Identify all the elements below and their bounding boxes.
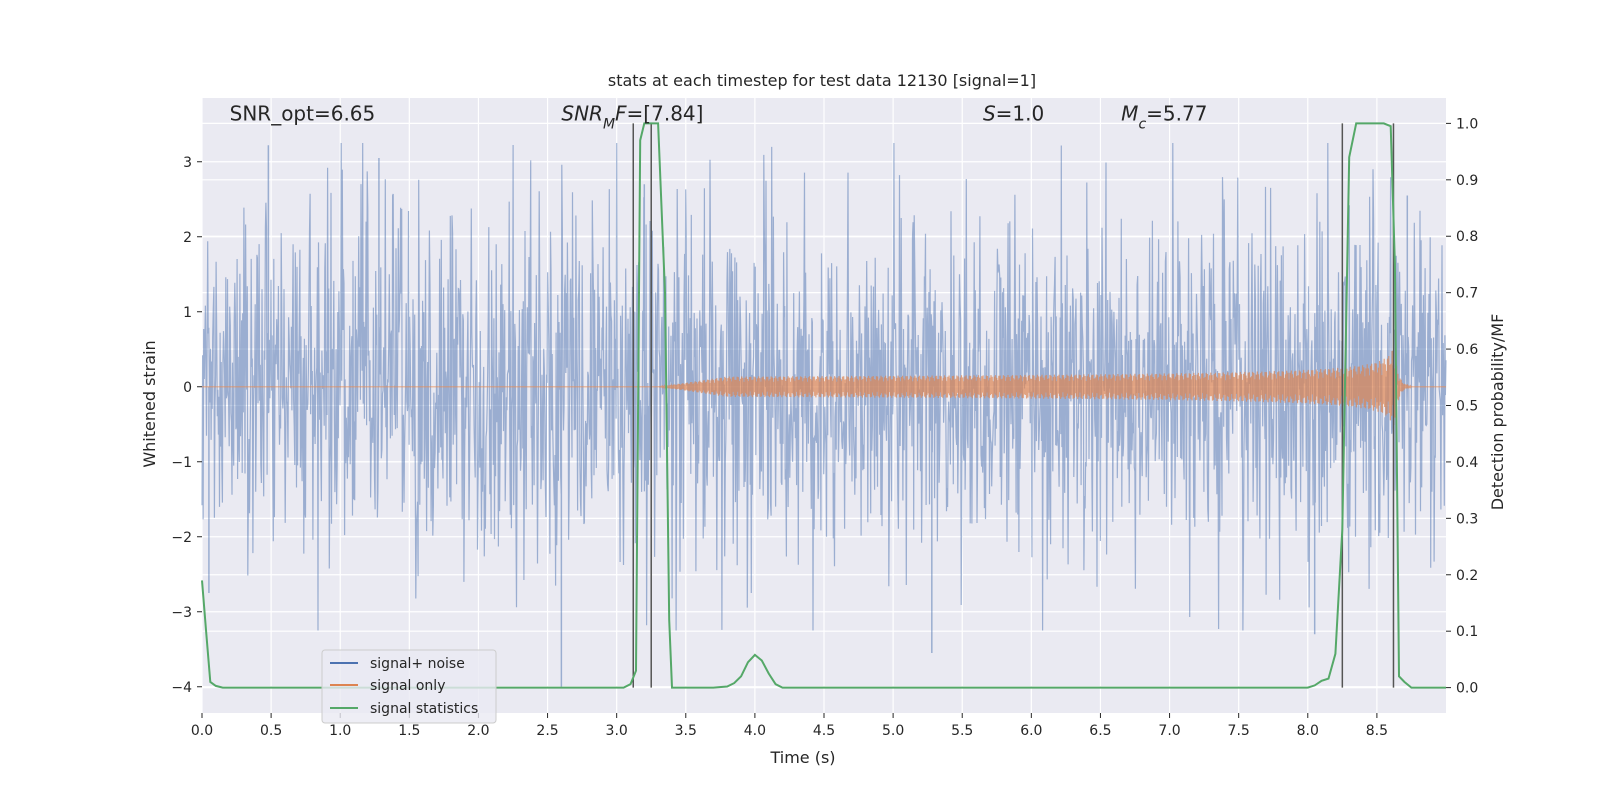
annotations: SNR_opt=6.65 SNRMF=[7.84] S=1.0 Mc=5.77 (230, 102, 1208, 133)
x-tick-label: 0.0 (191, 723, 213, 739)
y2-tick-label: 0.1 (1456, 624, 1478, 640)
annotation-1: SNRMF=[7.84] (561, 102, 703, 133)
chart-title: stats at each timestep for test data 121… (608, 71, 1036, 90)
annotation-0: SNR_opt=6.65 (230, 102, 376, 126)
y-tick-label: −2 (171, 530, 192, 546)
signal-noise-line (201, 142, 1447, 631)
y-tick-label: 0 (183, 380, 192, 396)
signal-only-line (202, 349, 1446, 426)
legend-label-signal-noise: signal+ noise (370, 656, 465, 672)
annotation-part: =1.0 (996, 102, 1045, 126)
legend: signal+ noise signal only signal statist… (321, 649, 497, 724)
x-tick-label: 1.5 (398, 723, 420, 739)
legend-label-signal-statistics: signal statistics (370, 701, 478, 717)
y2-tick-label: 0.0 (1456, 681, 1478, 697)
signal-only-series (202, 349, 1446, 426)
legend-label-signal-only: signal only (370, 678, 445, 694)
y2-axis-label: Detection probability/MF (1488, 314, 1507, 511)
x-tick-label: 5.0 (882, 723, 904, 739)
x-tick-label: 3.5 (675, 723, 697, 739)
y2-tick-label: 0.3 (1456, 511, 1478, 527)
annotation-2: S=1.0 (983, 102, 1044, 126)
y-tick-label: 1 (183, 305, 192, 321)
y2-axis-ticks: 0.0 0.1 0.2 0.3 0.4 0.5 0.6 0.7 0.8 0.9 1.0 (1446, 116, 1478, 697)
annotation-part: M (1121, 102, 1138, 126)
x-tick-label: 6.5 (1089, 723, 1111, 739)
x-tick-label: 5.5 (951, 723, 973, 739)
y2-tick-label: 0.5 (1456, 399, 1478, 415)
y2-tick-label: 0.4 (1456, 455, 1478, 471)
y-tick-label: −4 (171, 680, 192, 696)
y2-tick-label: 0.7 (1456, 286, 1478, 302)
x-tick-label: 8.5 (1366, 723, 1388, 739)
x-tick-label: 0.5 (260, 723, 282, 739)
x-tick-label: 6.0 (1020, 723, 1042, 739)
signal-noise-series (201, 142, 1447, 687)
annotation-3: Mc=5.77 (1121, 102, 1207, 133)
y-tick-label: −1 (171, 455, 192, 471)
y-axis-ticks: −4 −3 −2 −1 0 1 2 3 (171, 155, 202, 696)
x-tick-label: 8.0 (1297, 723, 1319, 739)
x-tick-label: 7.5 (1228, 723, 1250, 739)
y-tick-label: 2 (183, 230, 192, 246)
x-tick-label: 3.0 (606, 723, 628, 739)
x-tick-label: 7.0 (1158, 723, 1180, 739)
y2-tick-label: 0.6 (1456, 342, 1478, 358)
annotation-part: M (603, 117, 615, 133)
y-axis-label: Whitened strain (140, 340, 159, 467)
x-tick-label: 2.0 (467, 723, 489, 739)
annotation-part: SNR (561, 102, 603, 126)
y2-tick-label: 0.9 (1456, 173, 1478, 189)
x-axis-ticks: 0.0 0.5 1.0 1.5 2.0 2.5 3.0 3.5 4.0 4.5 5.0 5.5 6.0 6… (191, 713, 1388, 739)
y2-tick-label: 0.8 (1456, 229, 1478, 245)
annotation-part: S (983, 102, 996, 126)
y-tick-label: −3 (171, 605, 192, 621)
annotation-part: c (1138, 117, 1146, 133)
y2-tick-label: 1.0 (1456, 116, 1478, 132)
x-tick-label: 4.0 (744, 723, 766, 739)
x-tick-label: 2.5 (536, 723, 558, 739)
y-tick-label: 3 (183, 155, 192, 171)
annotation-part: =[7.84] (627, 102, 704, 126)
x-tick-label: 1.0 (329, 723, 351, 739)
annotation-part: F (615, 102, 627, 126)
annotation-part: =5.77 (1146, 102, 1207, 126)
x-tick-label: 4.5 (813, 723, 835, 739)
x-axis-label: Time (s) (769, 748, 835, 767)
y2-tick-label: 0.2 (1456, 568, 1478, 584)
